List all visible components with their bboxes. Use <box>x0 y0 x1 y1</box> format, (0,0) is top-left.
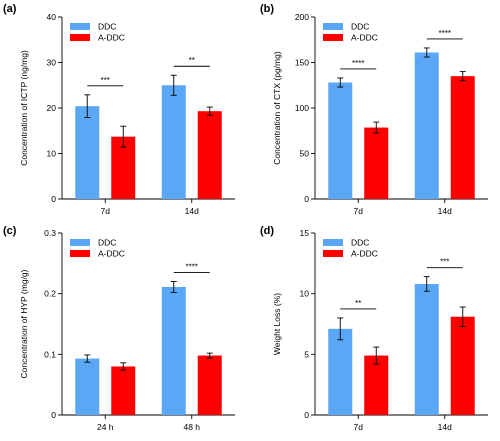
legend-label: DDC <box>98 22 116 32</box>
bar-a-ddc <box>197 355 222 415</box>
significance-label: ** <box>355 299 361 308</box>
y-tick-label: 0 <box>51 410 56 420</box>
y-tick-label: 100 <box>295 103 309 113</box>
legend-swatch <box>70 34 90 41</box>
bar-ddc <box>414 52 439 199</box>
y-tick-label: 0.3 <box>44 228 56 238</box>
legend-swatch <box>70 239 90 246</box>
legend-swatch <box>323 34 343 41</box>
panel-letter: (a) <box>3 3 17 15</box>
legend-swatch <box>70 23 90 30</box>
x-tick-label: 7d <box>354 422 364 432</box>
bar-ddc <box>161 85 186 199</box>
bar-a-ddc <box>364 355 389 415</box>
bar-a-ddc <box>364 127 389 199</box>
y-tick-label: 40 <box>47 12 57 22</box>
significance-label: *** <box>440 258 449 267</box>
y-tick-label: 10 <box>300 289 310 299</box>
y-tick-label: 15 <box>300 228 310 238</box>
legend-label: A-DDC <box>351 33 378 43</box>
legend-label: DDC <box>351 238 369 248</box>
bar-ddc <box>328 328 353 415</box>
bar-ddc <box>414 283 439 415</box>
x-tick-label: 48 h <box>183 422 200 432</box>
panel-3: (c) 0 0.1 0.2 0.3 Concentration of HYP (mg/g)… <box>3 225 235 432</box>
y-axis-title: Weight Loss (%) <box>272 293 282 355</box>
bar-ddc <box>161 286 186 415</box>
x-tick-label: 24 h <box>97 422 114 432</box>
y-tick-label: 200 <box>295 12 309 22</box>
bar-ddc <box>75 358 100 415</box>
y-tick-label: 150 <box>295 58 309 68</box>
significance-label: **** <box>352 59 364 68</box>
legend-label: DDC <box>98 238 116 248</box>
panel-letter: (b) <box>260 3 274 15</box>
y-tick-label: 0 <box>304 194 309 204</box>
y-tick-label: 0.1 <box>44 349 56 359</box>
significance-label: ** <box>189 56 195 65</box>
y-tick-label: 20 <box>47 103 57 113</box>
y-axis-title: Concentration of CTX (pg/mg) <box>272 51 282 165</box>
bar-a-ddc <box>450 316 475 415</box>
legend-swatch <box>323 239 343 246</box>
significance-label: **** <box>439 29 451 38</box>
significance-label: *** <box>101 76 110 85</box>
bar-a-ddc <box>111 366 136 415</box>
x-tick-label: 14d <box>438 206 452 216</box>
panel-letter: (d) <box>260 225 274 237</box>
y-tick-label: 0.2 <box>44 289 56 299</box>
panel-1: (a) 0 10 20 30 40 Concentration of ICTP (ng/mg… <box>3 3 235 216</box>
x-tick-label: 14d <box>185 206 199 216</box>
significance-label: **** <box>186 263 198 272</box>
legend-label: A-DDC <box>351 249 378 259</box>
bar-a-ddc <box>450 76 475 199</box>
x-tick-label: 7d <box>101 206 111 216</box>
legend-label: A-DDC <box>98 33 125 43</box>
legend-swatch <box>323 250 343 257</box>
bar-ddc <box>328 82 353 199</box>
legend-label: A-DDC <box>98 249 125 259</box>
bar-ddc <box>75 106 100 199</box>
x-tick-label: 14d <box>438 422 452 432</box>
y-tick-label: 0 <box>51 194 56 204</box>
legend-swatch <box>323 23 343 30</box>
y-tick-label: 10 <box>47 149 57 159</box>
panel-letter: (c) <box>3 225 17 237</box>
y-tick-label: 0 <box>304 410 309 420</box>
y-tick-label: 50 <box>300 149 310 159</box>
bar-a-ddc <box>197 111 222 199</box>
y-tick-label: 5 <box>304 349 309 359</box>
y-axis-title: Concentration of ICTP (ng/mg) <box>19 50 29 166</box>
y-tick-label: 30 <box>47 58 57 68</box>
y-axis-title: Concentration of HYP (mg/g) <box>19 269 29 378</box>
x-tick-label: 7d <box>354 206 364 216</box>
legend-swatch <box>70 250 90 257</box>
legend-label: DDC <box>351 22 369 32</box>
panel-4: (d) 0 5 10 15 Weight Loss (%) 7d ** 14d *** DDCA-D… <box>260 225 488 432</box>
panel-2: (b) 0 50 100 150 200 Concentration of CTX (pg/… <box>260 3 488 216</box>
